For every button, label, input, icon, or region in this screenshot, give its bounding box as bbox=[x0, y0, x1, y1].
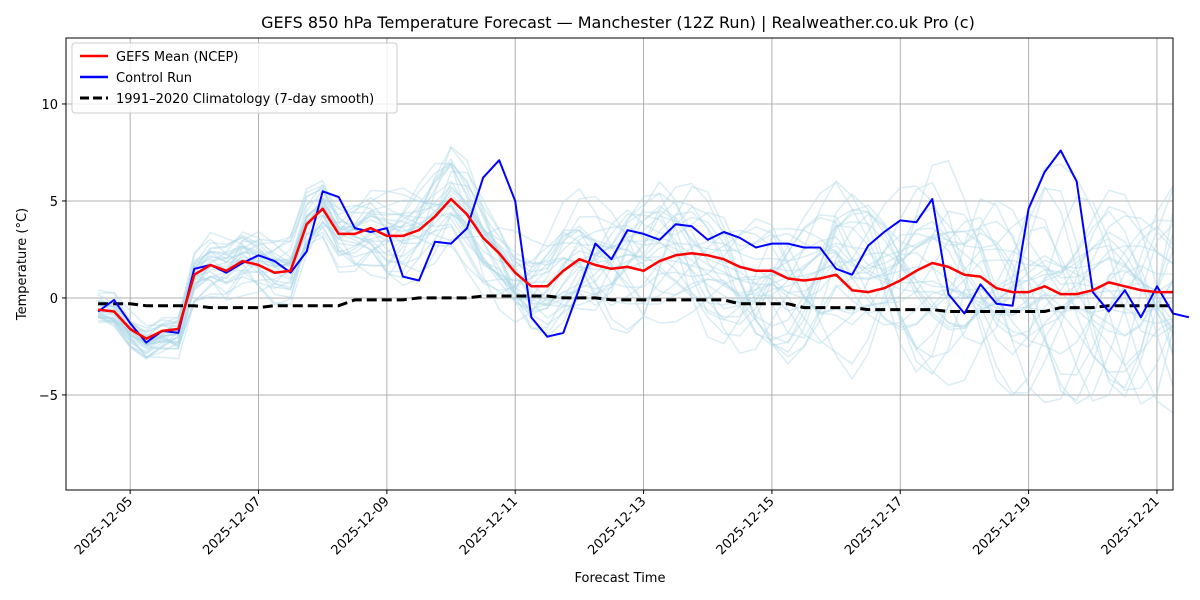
chart-title: GEFS 850 hPa Temperature Forecast — Manc… bbox=[261, 13, 975, 32]
ensemble-member-line bbox=[97, 162, 1173, 345]
ensemble-member-line bbox=[98, 187, 1173, 345]
ensemble-member-line bbox=[97, 185, 1173, 359]
ensemble-member-line bbox=[98, 183, 1173, 345]
gefs-mean-line bbox=[97, 197, 1173, 340]
ensemble-member-line bbox=[97, 146, 1173, 387]
ensemble-member-line bbox=[98, 192, 1173, 373]
ensemble-member-line bbox=[98, 161, 1173, 391]
control-run-line bbox=[97, 149, 1190, 344]
y-axis-label: Temperature (°C) bbox=[15, 208, 30, 321]
y-tick-label: 10 bbox=[41, 98, 58, 113]
legend-label-control: Control Run bbox=[116, 71, 192, 86]
ensemble-member-line bbox=[97, 164, 1173, 359]
ensemble-member-line bbox=[98, 199, 1173, 376]
legend-label-climatology: 1991–2020 Climatology (7-day smooth) bbox=[116, 92, 374, 107]
ensemble-member-line bbox=[97, 182, 1173, 405]
ensemble-member-line bbox=[97, 162, 1173, 405]
ensemble-member-line bbox=[97, 163, 1173, 414]
ensemble-member-line bbox=[97, 185, 1173, 389]
legend-box bbox=[71, 42, 398, 114]
ensemble-member-line bbox=[98, 201, 1173, 349]
ensemble-members bbox=[97, 145, 1173, 414]
legend-label-mean: GEFS Mean (NCEP) bbox=[116, 50, 238, 65]
ensemble-member-line bbox=[98, 179, 1173, 358]
ensemble-member-line bbox=[98, 197, 1173, 333]
y-tick-label: 0 bbox=[50, 292, 58, 307]
ensemble-member-line bbox=[97, 159, 1173, 402]
y-axis: −5 0 5 10 bbox=[39, 98, 66, 404]
ensemble-member-line bbox=[98, 170, 1173, 402]
ensemble-member-line bbox=[97, 204, 1173, 394]
ensemble-member-line bbox=[98, 193, 1173, 340]
legend: GEFS Mean (NCEP) Control Run 1991–2020 C… bbox=[71, 42, 398, 114]
plot-frame bbox=[65, 37, 1174, 491]
x-axis-label: Forecast Time bbox=[575, 571, 666, 586]
y-tick-label: −5 bbox=[39, 389, 58, 404]
series-lines bbox=[97, 149, 1190, 344]
y-tick-label: 5 bbox=[50, 195, 58, 210]
ensemble-member-line bbox=[98, 181, 1173, 397]
ensemble-member-line bbox=[97, 210, 1173, 347]
ensemble-member-line bbox=[98, 198, 1173, 338]
ensemble-member-line bbox=[97, 157, 1173, 374]
